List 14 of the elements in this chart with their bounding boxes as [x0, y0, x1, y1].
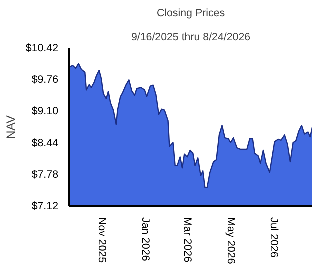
y-tick-label: $9.76	[32, 74, 59, 86]
y-axis-title: NAV	[4, 116, 18, 140]
chart-title: Closing Prices	[156, 8, 226, 20]
x-tick-label: Mar 2026	[181, 218, 194, 263]
x-tick-label: Jul 2026	[268, 218, 280, 258]
y-tick-label: $10.42	[26, 42, 59, 54]
y-tick-label: $7.78	[32, 168, 59, 181]
x-tick-label: Jan 2026	[140, 218, 152, 262]
x-tick-label: May 2026	[224, 218, 237, 264]
y-tick-label: $9.10	[32, 106, 59, 118]
y-tick-label: $8.44	[32, 137, 59, 150]
y-tick-label: $7.12	[32, 200, 59, 212]
chart-subtitle: 9/16/2025 thru 8/24/2026	[131, 32, 251, 44]
x-tick-label: Nov 2025	[96, 218, 108, 264]
